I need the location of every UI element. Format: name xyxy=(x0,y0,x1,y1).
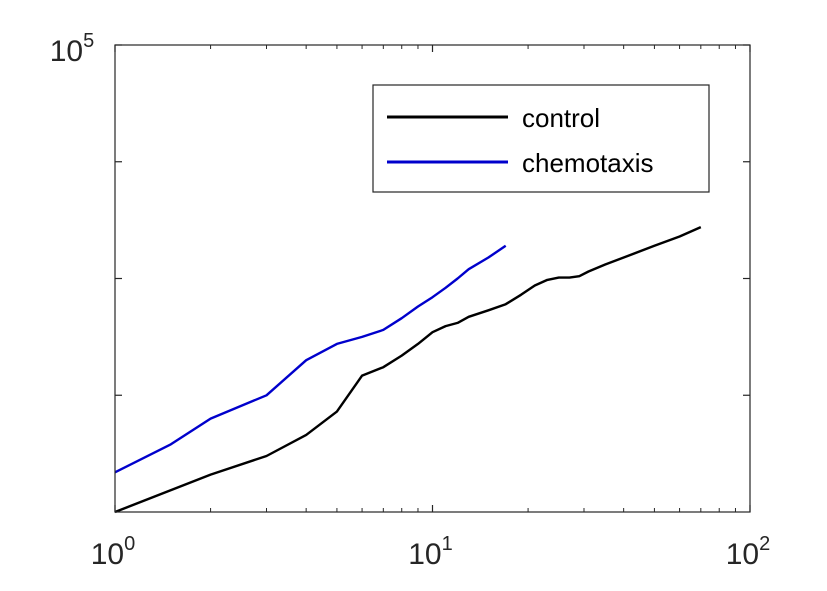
legend-box xyxy=(372,84,710,193)
x-tick-label: 101 xyxy=(408,533,453,571)
series-line-chemotaxis xyxy=(114,244,507,474)
series-layer xyxy=(114,226,702,514)
legend-label-chemotaxis: chemotaxis xyxy=(522,148,654,178)
x-tick-label: 100 xyxy=(91,533,136,571)
legend: control chemotaxis xyxy=(372,84,710,193)
y-tick-label: 105 xyxy=(50,30,95,68)
tick-layer: 100 101 102 105 xyxy=(50,30,771,571)
series-line-control xyxy=(114,226,702,514)
legend-label-control: control xyxy=(522,103,600,133)
plot-frame xyxy=(114,44,751,513)
x-tick-label: 102 xyxy=(726,533,771,571)
